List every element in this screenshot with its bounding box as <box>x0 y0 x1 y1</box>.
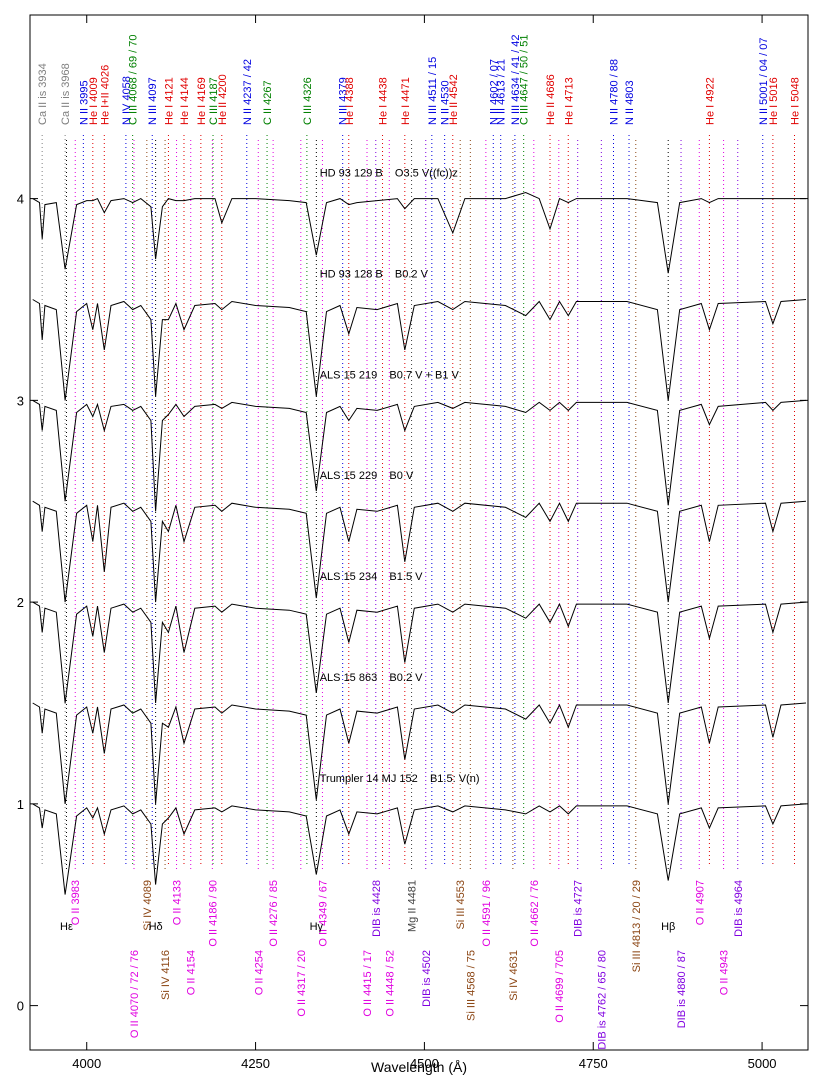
line-label: He I 4713 <box>563 77 575 125</box>
line-label: N II 4530 <box>440 80 452 125</box>
line-label: O II 4133 <box>172 880 184 925</box>
line-label: N II 4602 / 07 <box>488 59 500 125</box>
line-label: Hβ <box>661 921 675 933</box>
spectrum <box>32 299 807 401</box>
y-tick-label: 0 <box>17 999 24 1014</box>
line-label: N III 4511 / 15 <box>427 57 439 125</box>
line-label: O II 4591 / 96 <box>481 880 493 947</box>
line-label: He I 4438 <box>378 77 390 125</box>
line-label: N III 4097 <box>147 77 159 125</box>
line-label: N II 4613 / 21 <box>496 59 508 125</box>
line-label: Si III 4553 <box>455 880 467 930</box>
line-label: C II 4267 <box>262 80 274 125</box>
y-tick-label: 3 <box>17 393 24 408</box>
plot-frame <box>29 14 809 1051</box>
line-label: He I 4922 <box>704 77 716 125</box>
spectrum <box>32 399 807 512</box>
line-label: He I 4388 <box>344 77 356 125</box>
x-tick-label: 5000 <box>748 1056 777 1071</box>
line-label: DIB is 4502 <box>421 950 433 1007</box>
line-label: He I 5048 <box>789 77 801 125</box>
line-label: N II 4780 / 88 <box>609 59 621 125</box>
line-label: Hε <box>60 921 73 933</box>
y-tick-label: 2 <box>17 595 24 610</box>
line-label: O II 4907 <box>694 880 706 925</box>
line-label: O II 4154 <box>186 950 198 995</box>
line-label: O II 4070 / 72 / 76 <box>129 950 141 1038</box>
line-label: He I 4121 <box>163 77 175 125</box>
line-label: O II 4943 <box>719 950 731 995</box>
line-label: N IV 4058 <box>121 76 133 125</box>
spectrum-label: ALS 15 234 B1.5 V <box>320 571 423 583</box>
line-label: He II 4200 <box>217 74 229 125</box>
line-label: DIB is 4964 <box>733 880 745 937</box>
line-label: O II 4317 / 20 <box>296 950 308 1017</box>
line-label: Mg II 4481 <box>407 880 419 932</box>
line-label: O II 4349 / 67 <box>317 880 329 947</box>
line-label: N II 4803 <box>624 80 636 125</box>
line-label: O II 4448 / 52 <box>384 950 396 1017</box>
line-label: DIB is 4762 / 65 / 80 <box>596 950 608 1050</box>
line-label: He I 5016 <box>768 77 780 125</box>
line-label: He I 4471 <box>400 77 412 125</box>
line-label: C III 4187 <box>208 77 220 125</box>
line-label: N III 4379 <box>338 77 350 125</box>
x-tick-label: 4750 <box>579 1056 608 1071</box>
line-label: Si III 4568 / 75 <box>465 950 477 1021</box>
line-label: He II 4542 <box>448 74 460 125</box>
spectrum <box>32 500 807 603</box>
spectrum-label: HD 93 128 B B0.2 V <box>320 268 429 280</box>
line-label: Hγ <box>310 921 324 933</box>
line-label: O II 4254 <box>253 950 265 995</box>
line-label: C III 4068 / 69 / 70 <box>128 34 140 125</box>
y-tick-label: 4 <box>17 192 24 207</box>
spectrum <box>32 702 807 804</box>
line-label: Si IV 4116 <box>160 950 172 1000</box>
line-label: He I 4144 <box>179 77 191 125</box>
spectrum-label: Trumpler 14 MJ 152 B1.5: V(n) <box>320 773 480 785</box>
line-label: O II 4276 / 85 <box>268 880 280 947</box>
y-tick-label: 1 <box>17 797 24 812</box>
line-label: DIB is 4428 <box>371 880 383 937</box>
line-label: N II 4237 / 42 <box>242 59 254 125</box>
line-label: DIB is 4727 <box>573 880 585 937</box>
spectrum <box>32 601 807 704</box>
x-axis-label: Wavelength (Å) <box>371 1059 467 1075</box>
spectrum-label: ALS 15 219 B0.7 V + B1 V <box>320 369 460 381</box>
spectrum <box>32 803 807 895</box>
line-label: N II 3995 <box>78 80 90 125</box>
line-label: He I+II 4026 <box>99 65 111 125</box>
line-label: O II 4699 / 705 <box>554 950 566 1023</box>
line-label: O II 4415 / 17 <box>362 950 374 1017</box>
x-tick-label: 4000 <box>72 1056 101 1071</box>
spectrum-label: ALS 15 229 B0 V <box>320 470 414 482</box>
line-label: N II 5001 / 04 / 07 <box>758 38 770 125</box>
line-label: O II 3983 <box>70 880 82 925</box>
line-label: Si IV 4089 <box>142 880 154 931</box>
spectrum-label: ALS 15 863 B0.2 V <box>320 672 423 684</box>
line-label: Hδ <box>149 921 163 933</box>
line-label: He II 4686 <box>545 74 557 125</box>
line-label: Si IV 4631 <box>508 950 520 1001</box>
line-label: Ca II is 3968 <box>60 63 72 125</box>
line-label: N III 4634 / 41 / 42 <box>510 34 522 125</box>
x-tick-label: 4250 <box>241 1056 270 1071</box>
line-label: C III 4326 <box>302 77 314 125</box>
spectrum <box>32 191 806 274</box>
line-label: He I 4169 <box>196 77 208 125</box>
x-tick-label: 4500 <box>410 1056 439 1071</box>
line-label: Ca II is 3934 <box>37 63 49 125</box>
line-label: O II 4662 / 76 <box>529 880 541 947</box>
line-label: He I 4009 <box>88 77 100 125</box>
line-label: O II 4186 / 90 <box>207 880 219 947</box>
spectrum-label: HD 93 129 B O3.5 V((fc))z <box>320 168 458 180</box>
line-label: Si III 4813 / 20 / 29 <box>631 880 643 972</box>
line-label: C III 4647 / 50 / 51 <box>519 34 531 125</box>
line-label: DIB is 4880 / 87 <box>676 950 688 1028</box>
